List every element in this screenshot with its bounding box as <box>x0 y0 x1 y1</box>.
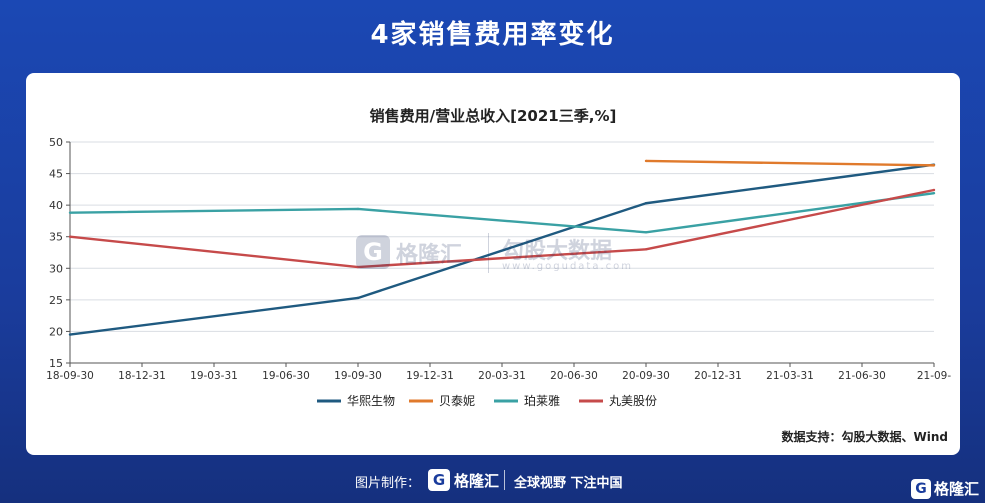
data-point <box>356 265 360 269</box>
data-point <box>68 333 72 336</box>
series-line-华熙生物 <box>69 163 935 336</box>
corner-brand-name: 格隆汇 <box>933 479 979 498</box>
x-tick-label: 19-03-31 <box>190 370 238 382</box>
data-point <box>932 164 936 167</box>
data-point <box>932 191 936 195</box>
data-point <box>932 188 936 192</box>
data-point <box>644 159 648 163</box>
data-point <box>68 211 72 214</box>
x-tick-label: 21-03-31 <box>766 370 814 382</box>
series-line-丸美股份 <box>69 188 935 269</box>
x-tick-label: 20-12-31 <box>694 370 742 382</box>
x-tick-label: 18-09-30 <box>46 370 94 382</box>
y-tick-label: 20 <box>49 325 63 338</box>
legend-label: 华熙生物 <box>347 394 395 408</box>
x-tick-label: 19-12-31 <box>406 370 454 382</box>
x-tick-label: 18-12-31 <box>118 370 166 382</box>
y-tick-label: 25 <box>49 294 63 307</box>
data-source: 数据支持：勾股大数据、Wind <box>781 430 948 444</box>
x-tick-label: 20-03-31 <box>478 370 526 382</box>
legend-label: 珀莱雅 <box>524 393 560 408</box>
y-tick-label: 50 <box>49 136 63 149</box>
data-point <box>644 231 648 234</box>
footer-logo-icon: G <box>428 469 450 491</box>
corner-logo-icon: G <box>910 479 931 499</box>
corner-brand: G 格隆汇 <box>910 478 979 499</box>
y-tick-label: 15 <box>49 357 63 370</box>
x-tick-label: 20-09-30 <box>622 370 670 382</box>
y-tick-label: 45 <box>49 168 63 181</box>
footer-credit-label: 图片制作： <box>355 476 421 491</box>
data-point <box>356 207 360 211</box>
footer-slogan: 全球视野 下注中国 <box>514 476 623 491</box>
y-tick-label: 40 <box>49 199 63 212</box>
y-tick-label: 35 <box>49 231 63 244</box>
legend-label: 贝泰妮 <box>439 394 475 408</box>
data-point <box>68 235 72 238</box>
data-point <box>644 202 648 205</box>
x-tick-label: 19-06-30 <box>262 370 310 382</box>
y-tick-label: 30 <box>49 262 63 275</box>
footer: 图片制作： G 格隆汇 全球视野 下注中国 <box>0 466 985 496</box>
page-title: 4家销售费用率变化 <box>370 20 615 50</box>
chart-card: 销售费用/营业总收入[2021三季,%] 15 20 25 30 35 40 45 50 18-… <box>26 73 960 455</box>
x-tick-label: 19-09-30 <box>334 370 382 382</box>
line-chart: 15 20 25 30 35 40 45 50 18-09-30 18-12-31 19-03-31… <box>46 136 952 408</box>
data-point <box>644 248 648 251</box>
footer-divider <box>504 470 505 490</box>
data-point <box>356 296 360 300</box>
series-line-珀莱雅 <box>69 191 935 234</box>
x-tick-label: 21-06-30 <box>838 370 886 382</box>
series-line-贝泰妮 <box>645 159 935 167</box>
legend-label: 丸美股份 <box>609 394 657 408</box>
x-tick-label: 20-06-30 <box>550 370 598 382</box>
footer-brand: 格隆汇 <box>454 472 500 490</box>
x-tick-label: 21-09- <box>917 370 952 382</box>
chart-title: 销售费用/营业总收入[2021三季,%] <box>369 107 617 125</box>
